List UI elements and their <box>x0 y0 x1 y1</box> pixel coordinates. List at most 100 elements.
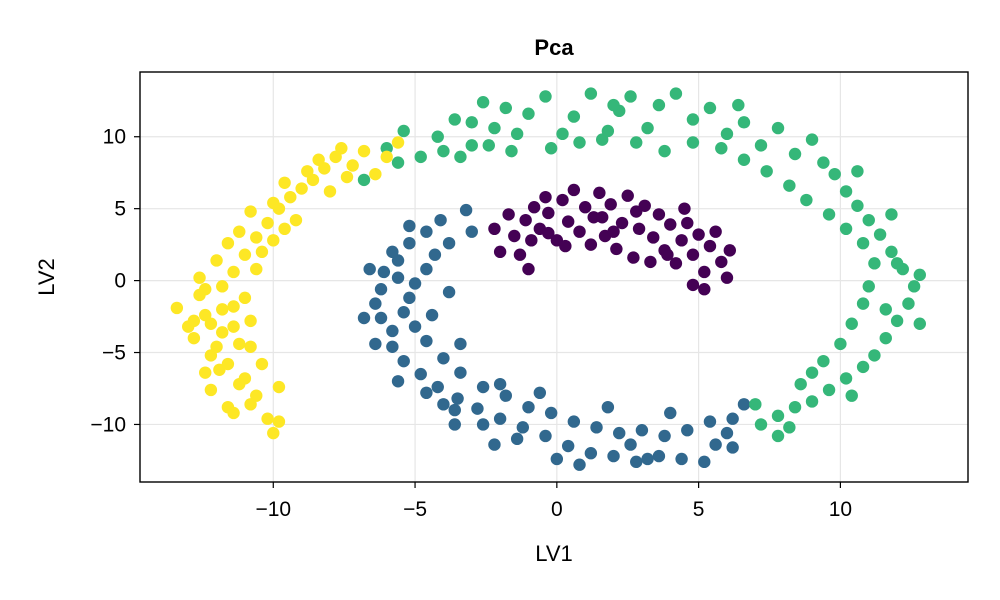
data-point <box>723 244 737 257</box>
data-point <box>425 308 439 322</box>
data-point <box>380 142 393 155</box>
data-point <box>363 262 376 276</box>
data-point <box>822 208 836 221</box>
data-points <box>170 87 926 471</box>
data-point <box>267 234 280 247</box>
data-point <box>244 205 257 218</box>
data-point <box>907 280 921 293</box>
data-point <box>879 331 892 345</box>
data-point <box>890 314 904 328</box>
data-point <box>204 383 218 397</box>
data-point <box>510 432 524 446</box>
y-tick-label: −5 <box>102 342 126 365</box>
data-point <box>227 300 240 313</box>
data-point <box>737 398 751 411</box>
data-point <box>658 144 671 158</box>
data-point <box>584 447 598 460</box>
data-point <box>715 255 728 269</box>
data-point <box>306 173 320 187</box>
data-point <box>661 248 674 261</box>
data-point <box>610 242 623 256</box>
y-tick-label: −10 <box>90 413 126 436</box>
data-point <box>420 386 433 400</box>
data-point <box>408 320 422 333</box>
data-point <box>386 324 399 338</box>
data-point <box>272 380 286 394</box>
data-point <box>278 222 291 236</box>
data-point <box>204 317 218 330</box>
data-point <box>357 311 371 325</box>
data-point <box>845 317 858 330</box>
data-point <box>522 107 535 120</box>
data-point <box>635 424 649 437</box>
data-point <box>788 400 802 414</box>
data-point <box>856 297 870 310</box>
data-point <box>261 412 274 425</box>
data-point <box>227 320 240 333</box>
data-point <box>913 268 926 282</box>
data-point <box>624 438 637 451</box>
data-point <box>216 280 229 293</box>
data-point <box>391 271 405 284</box>
data-point <box>295 182 308 195</box>
data-point <box>692 228 705 241</box>
data-point <box>539 190 552 204</box>
data-point <box>221 236 235 250</box>
data-point <box>437 352 450 365</box>
data-point <box>244 314 257 328</box>
data-point <box>720 426 734 440</box>
data-point <box>539 90 552 103</box>
x-tick-label: 10 <box>829 498 852 521</box>
data-point <box>601 124 615 138</box>
data-point <box>561 215 575 228</box>
data-point <box>669 87 683 100</box>
data-point <box>502 208 515 221</box>
data-point <box>391 375 405 388</box>
data-point <box>544 142 558 155</box>
data-point <box>233 377 246 391</box>
data-point <box>587 211 600 224</box>
data-point <box>624 90 637 103</box>
data-point <box>199 283 212 296</box>
data-point <box>476 418 490 431</box>
data-point <box>465 116 478 129</box>
data-point <box>318 162 331 175</box>
data-point <box>488 438 501 451</box>
data-point <box>369 337 382 351</box>
data-point <box>428 248 442 261</box>
data-point <box>686 248 700 261</box>
data-point <box>369 167 382 181</box>
data-point <box>737 153 751 166</box>
data-point <box>559 239 572 253</box>
data-point <box>647 231 660 244</box>
data-point <box>613 426 626 440</box>
data-point <box>913 317 926 330</box>
data-point <box>403 236 416 250</box>
data-point <box>255 357 269 371</box>
data-point <box>686 113 700 126</box>
data-point <box>604 198 617 211</box>
x-axis-label: LV1 <box>535 541 573 566</box>
data-point <box>216 326 229 339</box>
data-point <box>749 398 762 411</box>
data-point <box>493 377 507 391</box>
data-point <box>584 87 598 100</box>
data-point <box>754 418 768 431</box>
data-point <box>839 372 853 385</box>
data-point <box>434 213 447 227</box>
data-point <box>397 354 410 368</box>
data-point <box>508 229 521 243</box>
data-point <box>868 257 881 270</box>
data-point <box>584 238 598 251</box>
data-point <box>255 245 269 259</box>
data-point <box>448 113 461 126</box>
data-point <box>675 452 688 466</box>
x-tick-label: −5 <box>403 498 427 521</box>
data-point <box>720 271 734 284</box>
data-point <box>454 337 467 351</box>
data-point <box>630 455 643 469</box>
data-point <box>720 127 734 141</box>
data-point <box>652 449 666 463</box>
data-point <box>329 150 342 164</box>
